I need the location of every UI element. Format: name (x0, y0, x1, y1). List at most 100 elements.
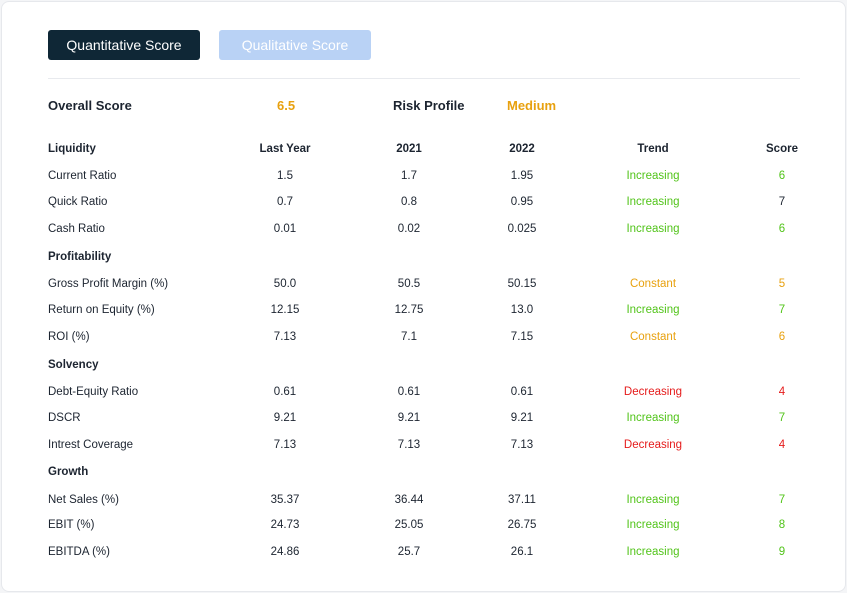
year-2022-value: 0.95 (510, 196, 534, 208)
metric-name: Return on Equity (%) (48, 304, 155, 316)
score-value: 7 (778, 412, 786, 424)
table-row: Intrest Coverage 7.13 7.13 7.13 Decreasing 4 (2, 439, 845, 455)
summary-row: Overall Score 6.5 Risk Profile Medium (2, 98, 845, 116)
year-2022-value: 1.95 (510, 170, 534, 182)
year-2021-value: 0.61 (397, 386, 421, 398)
trend-value: Increasing (626, 519, 680, 531)
year-2022-value: 13.0 (510, 304, 534, 316)
year-2021-value: 0.02 (397, 223, 421, 235)
column-header-trend: Trend (637, 143, 669, 155)
overall-score-value: 6.5 (277, 98, 296, 113)
year-2021-value: 1.7 (401, 170, 417, 182)
year-2021-value: 25.05 (394, 519, 424, 531)
divider (48, 78, 800, 79)
overall-score-label: Overall Score (48, 98, 132, 113)
last-year-value: 0.7 (277, 196, 293, 208)
table-row: EBIT (%) 24.73 25.05 26.75 Increasing 8 (2, 519, 845, 535)
metric-name: Cash Ratio (48, 223, 105, 235)
score-value: 7 (778, 494, 786, 506)
table-row: Current Ratio 1.5 1.7 1.95 Increasing 6 (2, 170, 845, 186)
table-row: Debt-Equity Ratio 0.61 0.61 0.61 Decreasing 4 (2, 386, 845, 402)
column-header-2022: 2022 (509, 143, 535, 155)
score-value: 6 (778, 223, 786, 235)
score-value: 9 (778, 546, 786, 558)
column-header-2021: 2021 (396, 143, 422, 155)
last-year-value: 1.5 (277, 170, 293, 182)
metric-name: Current Ratio (48, 170, 117, 182)
score-tabs: Quantitative Score Qualitative Score (48, 30, 371, 60)
metric-name: EBITDA (%) (48, 546, 110, 558)
table-row: Gross Profit Margin (%) 50.0 50.5 50.15 Cons… (2, 278, 845, 294)
trend-value: Increasing (626, 412, 680, 424)
last-year-value: 24.86 (270, 546, 300, 558)
score-value: 4 (778, 439, 786, 451)
year-2022-value: 7.15 (510, 331, 534, 343)
metric-name: Intrest Coverage (48, 439, 134, 451)
last-year-value: 50.0 (273, 278, 297, 290)
section-title-solvency: Solvency (48, 359, 99, 371)
score-value: 6 (778, 331, 786, 343)
year-2021-value: 50.5 (397, 278, 421, 290)
year-2022-value: 37.11 (508, 494, 536, 506)
trend-value: Increasing (626, 223, 680, 235)
year-2022-value: 0.025 (507, 223, 537, 235)
trend-value: Decreasing (623, 439, 683, 451)
metric-name: Gross Profit Margin (%) (48, 278, 169, 290)
table-row: Return on Equity (%) 12.15 12.75 13.0 Increa… (2, 304, 845, 320)
year-2022-value: 7.13 (510, 439, 534, 451)
table-row: ROI (%) 7.13 7.1 7.15 Constant 6 (2, 331, 845, 347)
trend-value: Increasing (626, 546, 680, 558)
last-year-value: 0.01 (273, 223, 297, 235)
trend-value: Increasing (626, 304, 680, 316)
score-value: 8 (778, 519, 786, 531)
tab-quantitative-score[interactable]: Quantitative Score (48, 30, 200, 60)
column-header-last-year: Last Year (259, 143, 311, 155)
trend-value: Increasing (626, 196, 680, 208)
year-2022-value: 26.75 (507, 519, 537, 531)
last-year-value: 35.37 (270, 494, 300, 506)
year-2021-value: 25.7 (397, 546, 421, 558)
last-year-value: 7.13 (273, 331, 297, 343)
year-2022-value: 9.21 (510, 412, 534, 424)
last-year-value: 0.61 (273, 386, 297, 398)
table-row: Quick Ratio 0.7 0.8 0.95 Increasing 7 (2, 196, 845, 212)
year-2022-value: 26.1 (510, 546, 534, 558)
tab-qualitative-score[interactable]: Qualitative Score (219, 30, 371, 60)
score-value: 7 (778, 304, 786, 316)
metric-name: EBIT (%) (48, 519, 95, 531)
year-2022-value: 50.15 (507, 278, 537, 290)
trend-value: Increasing (626, 170, 680, 182)
last-year-value: 12.15 (270, 304, 300, 316)
section-title-growth: Growth (48, 466, 89, 478)
risk-profile-value: Medium (507, 98, 557, 113)
trend-value: Constant (629, 331, 677, 343)
trend-value: Increasing (626, 494, 680, 506)
score-value: 7 (778, 196, 786, 208)
table-row: DSCR 9.21 9.21 9.21 Increasing 7 (2, 412, 845, 428)
metric-name: ROI (%) (48, 331, 90, 343)
column-header-liquidity: Liquidity (48, 143, 96, 155)
trend-value: Constant (629, 278, 677, 290)
last-year-value: 24.73 (270, 519, 300, 531)
metric-name: Net Sales (%) (48, 494, 119, 506)
trend-value: Decreasing (623, 386, 683, 398)
risk-profile-label: Risk Profile (393, 98, 465, 113)
metric-name: DSCR (48, 412, 81, 424)
year-2021-value: 12.75 (394, 304, 424, 316)
table-header: Liquidity Last Year 2021 2022 Trend Scor… (2, 143, 845, 159)
year-2021-value: 0.8 (401, 196, 417, 208)
table-row: Net Sales (%) 35.37 36.44 37.11 Increasing 7 (2, 494, 845, 510)
metric-name: Quick Ratio (48, 196, 108, 208)
score-value: 4 (778, 386, 786, 398)
section-title-profitability: Profitability (48, 251, 112, 263)
score-value: 6 (778, 170, 786, 182)
year-2021-value: 7.1 (401, 331, 417, 343)
column-header-score: Score (766, 143, 798, 155)
last-year-value: 9.21 (273, 412, 297, 424)
year-2021-value: 36.44 (394, 494, 424, 506)
score-value: 5 (778, 278, 786, 290)
metric-name: Debt-Equity Ratio (48, 386, 139, 398)
table-row: EBITDA (%) 24.86 25.7 26.1 Increasing 9 (2, 546, 845, 562)
last-year-value: 7.13 (273, 439, 297, 451)
